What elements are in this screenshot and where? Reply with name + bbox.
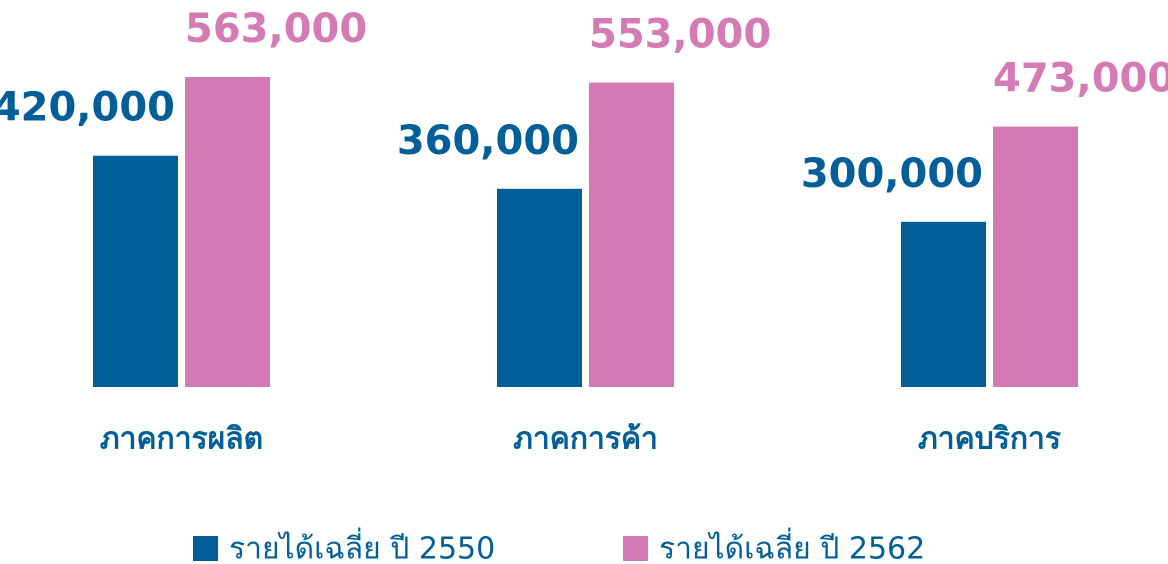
category-label: ภาคการผลิต [100, 422, 263, 457]
value-label: 300,000 [801, 151, 983, 197]
category-label: ภาคบริการ [918, 422, 1061, 457]
value-label: 563,000 [185, 6, 367, 52]
chart: 420,000563,000 ภาคการผลิต 360,000 553,000 ภา… [0, 0, 1168, 564]
bar [993, 127, 1078, 387]
legend-label: รายได้เฉลี่ย ปี 2550 [229, 528, 495, 564]
bar [589, 83, 674, 387]
legend-swatch [623, 536, 648, 561]
category-label: ภาคการค้า [513, 422, 658, 457]
legend-swatch [193, 536, 218, 561]
bar [93, 156, 178, 387]
value-label: 473,000 [993, 56, 1168, 102]
legend-label: รายได้เฉลี่ย ปี 2562 [659, 528, 925, 564]
bar [901, 222, 986, 387]
bar [497, 189, 582, 387]
value-label: 420,000 [0, 85, 175, 131]
bar [185, 77, 270, 387]
value-label: 553,000 [589, 12, 771, 58]
value-label: 360,000 [397, 118, 579, 164]
